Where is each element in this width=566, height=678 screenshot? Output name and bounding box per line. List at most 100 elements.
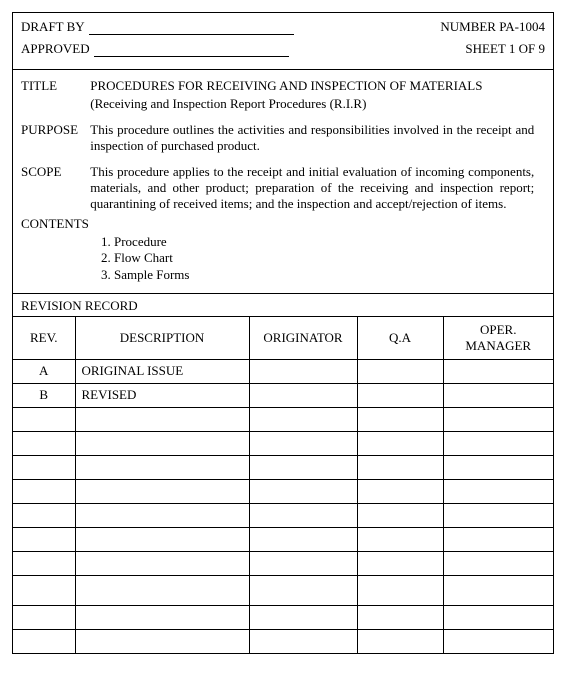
table-row xyxy=(13,503,553,527)
revision-heading: REVISION RECORD xyxy=(13,294,553,316)
contents-item: 1. Procedure xyxy=(101,234,545,250)
table-row xyxy=(13,431,553,455)
purpose-row: PURPOSE This procedure outlines the acti… xyxy=(21,122,545,154)
cell-rev: B xyxy=(13,383,75,407)
col-orig: ORIGINATOR xyxy=(249,316,357,359)
cell-rev xyxy=(13,455,75,479)
draft-by-line xyxy=(89,34,294,35)
cell-qa xyxy=(357,575,443,605)
cell-orig xyxy=(249,527,357,551)
cell-rev xyxy=(13,551,75,575)
revision-body: A ORIGINAL ISSUE B REVISED xyxy=(13,359,553,653)
cell-orig xyxy=(249,551,357,575)
cell-rev xyxy=(13,527,75,551)
cell-desc xyxy=(75,503,249,527)
cell-qa xyxy=(357,527,443,551)
cell-mgr xyxy=(443,383,553,407)
approved-label: APPROVED xyxy=(21,41,90,57)
sheet-label: SHEET 1 OF 9 xyxy=(465,41,545,57)
cell-mgr xyxy=(443,575,553,605)
cell-orig xyxy=(249,455,357,479)
cell-desc xyxy=(75,479,249,503)
title-row: TITLE PROCEDURES FOR RECEIVING AND INSPE… xyxy=(21,78,545,112)
cell-qa xyxy=(357,383,443,407)
contents-label: CONTENTS xyxy=(21,216,545,232)
cell-qa xyxy=(357,359,443,383)
number-value: PA-1004 xyxy=(499,19,545,34)
col-desc: DESCRIPTION xyxy=(75,316,249,359)
title-sub: (Receiving and Inspection Report Procedu… xyxy=(90,96,534,112)
cell-qa xyxy=(357,479,443,503)
col-qa: Q.A xyxy=(357,316,443,359)
col-mgr: OPER. MANAGER xyxy=(443,316,553,359)
cell-mgr xyxy=(443,431,553,455)
cell-mgr xyxy=(443,527,553,551)
cell-qa xyxy=(357,455,443,479)
table-row xyxy=(13,407,553,431)
cell-mgr xyxy=(443,551,553,575)
table-row: B REVISED xyxy=(13,383,553,407)
cell-rev xyxy=(13,503,75,527)
cell-orig xyxy=(249,605,357,629)
table-row xyxy=(13,455,553,479)
cell-orig xyxy=(249,407,357,431)
purpose-label: PURPOSE xyxy=(21,122,87,138)
cell-qa xyxy=(357,431,443,455)
table-row xyxy=(13,575,553,605)
table-header-row: REV. DESCRIPTION ORIGINATOR Q.A OPER. MA… xyxy=(13,316,553,359)
cell-desc xyxy=(75,575,249,605)
table-row xyxy=(13,629,553,653)
cell-desc xyxy=(75,431,249,455)
cell-desc xyxy=(75,407,249,431)
scope-row: SCOPE This procedure applies to the rece… xyxy=(21,164,545,212)
table-row: A ORIGINAL ISSUE xyxy=(13,359,553,383)
document-frame: DRAFT BY NUMBER PA-1004 APPROVED SHEET 1… xyxy=(12,12,554,654)
approved-line xyxy=(94,56,289,57)
title-label: TITLE xyxy=(21,78,87,94)
cell-orig xyxy=(249,359,357,383)
cell-desc: REVISED xyxy=(75,383,249,407)
cell-mgr xyxy=(443,407,553,431)
info-block: TITLE PROCEDURES FOR RECEIVING AND INSPE… xyxy=(13,70,553,294)
cell-orig xyxy=(249,629,357,653)
header-block: DRAFT BY NUMBER PA-1004 APPROVED SHEET 1… xyxy=(13,13,553,70)
cell-qa xyxy=(357,407,443,431)
cell-mgr xyxy=(443,359,553,383)
scope-body: This procedure applies to the receipt an… xyxy=(90,164,534,212)
contents-item: 3. Sample Forms xyxy=(101,267,545,283)
revision-table: REV. DESCRIPTION ORIGINATOR Q.A OPER. MA… xyxy=(13,316,553,654)
cell-rev: A xyxy=(13,359,75,383)
table-row xyxy=(13,527,553,551)
contents-list: 1. Procedure 2. Flow Chart 3. Sample For… xyxy=(101,234,545,283)
cell-qa xyxy=(357,605,443,629)
col-rev: REV. xyxy=(13,316,75,359)
cell-rev xyxy=(13,431,75,455)
cell-orig xyxy=(249,503,357,527)
title-main: PROCEDURES FOR RECEIVING AND INSPECTION … xyxy=(90,78,482,93)
cell-rev xyxy=(13,407,75,431)
title-body: PROCEDURES FOR RECEIVING AND INSPECTION … xyxy=(90,78,534,112)
cell-orig xyxy=(249,383,357,407)
cell-rev xyxy=(13,575,75,605)
cell-orig xyxy=(249,479,357,503)
table-row xyxy=(13,605,553,629)
cell-mgr xyxy=(443,455,553,479)
cell-desc xyxy=(75,605,249,629)
cell-mgr xyxy=(443,629,553,653)
cell-rev xyxy=(13,479,75,503)
cell-desc xyxy=(75,629,249,653)
number-label: NUMBER xyxy=(440,19,496,34)
cell-mgr xyxy=(443,605,553,629)
cell-mgr xyxy=(443,479,553,503)
cell-orig xyxy=(249,575,357,605)
scope-label: SCOPE xyxy=(21,164,87,180)
draft-by-label: DRAFT BY xyxy=(21,19,85,35)
cell-orig xyxy=(249,431,357,455)
cell-desc: ORIGINAL ISSUE xyxy=(75,359,249,383)
cell-qa xyxy=(357,629,443,653)
cell-qa xyxy=(357,551,443,575)
contents-item: 2. Flow Chart xyxy=(101,250,545,266)
draft-by-field: DRAFT BY xyxy=(21,19,294,35)
cell-rev xyxy=(13,629,75,653)
cell-desc xyxy=(75,455,249,479)
